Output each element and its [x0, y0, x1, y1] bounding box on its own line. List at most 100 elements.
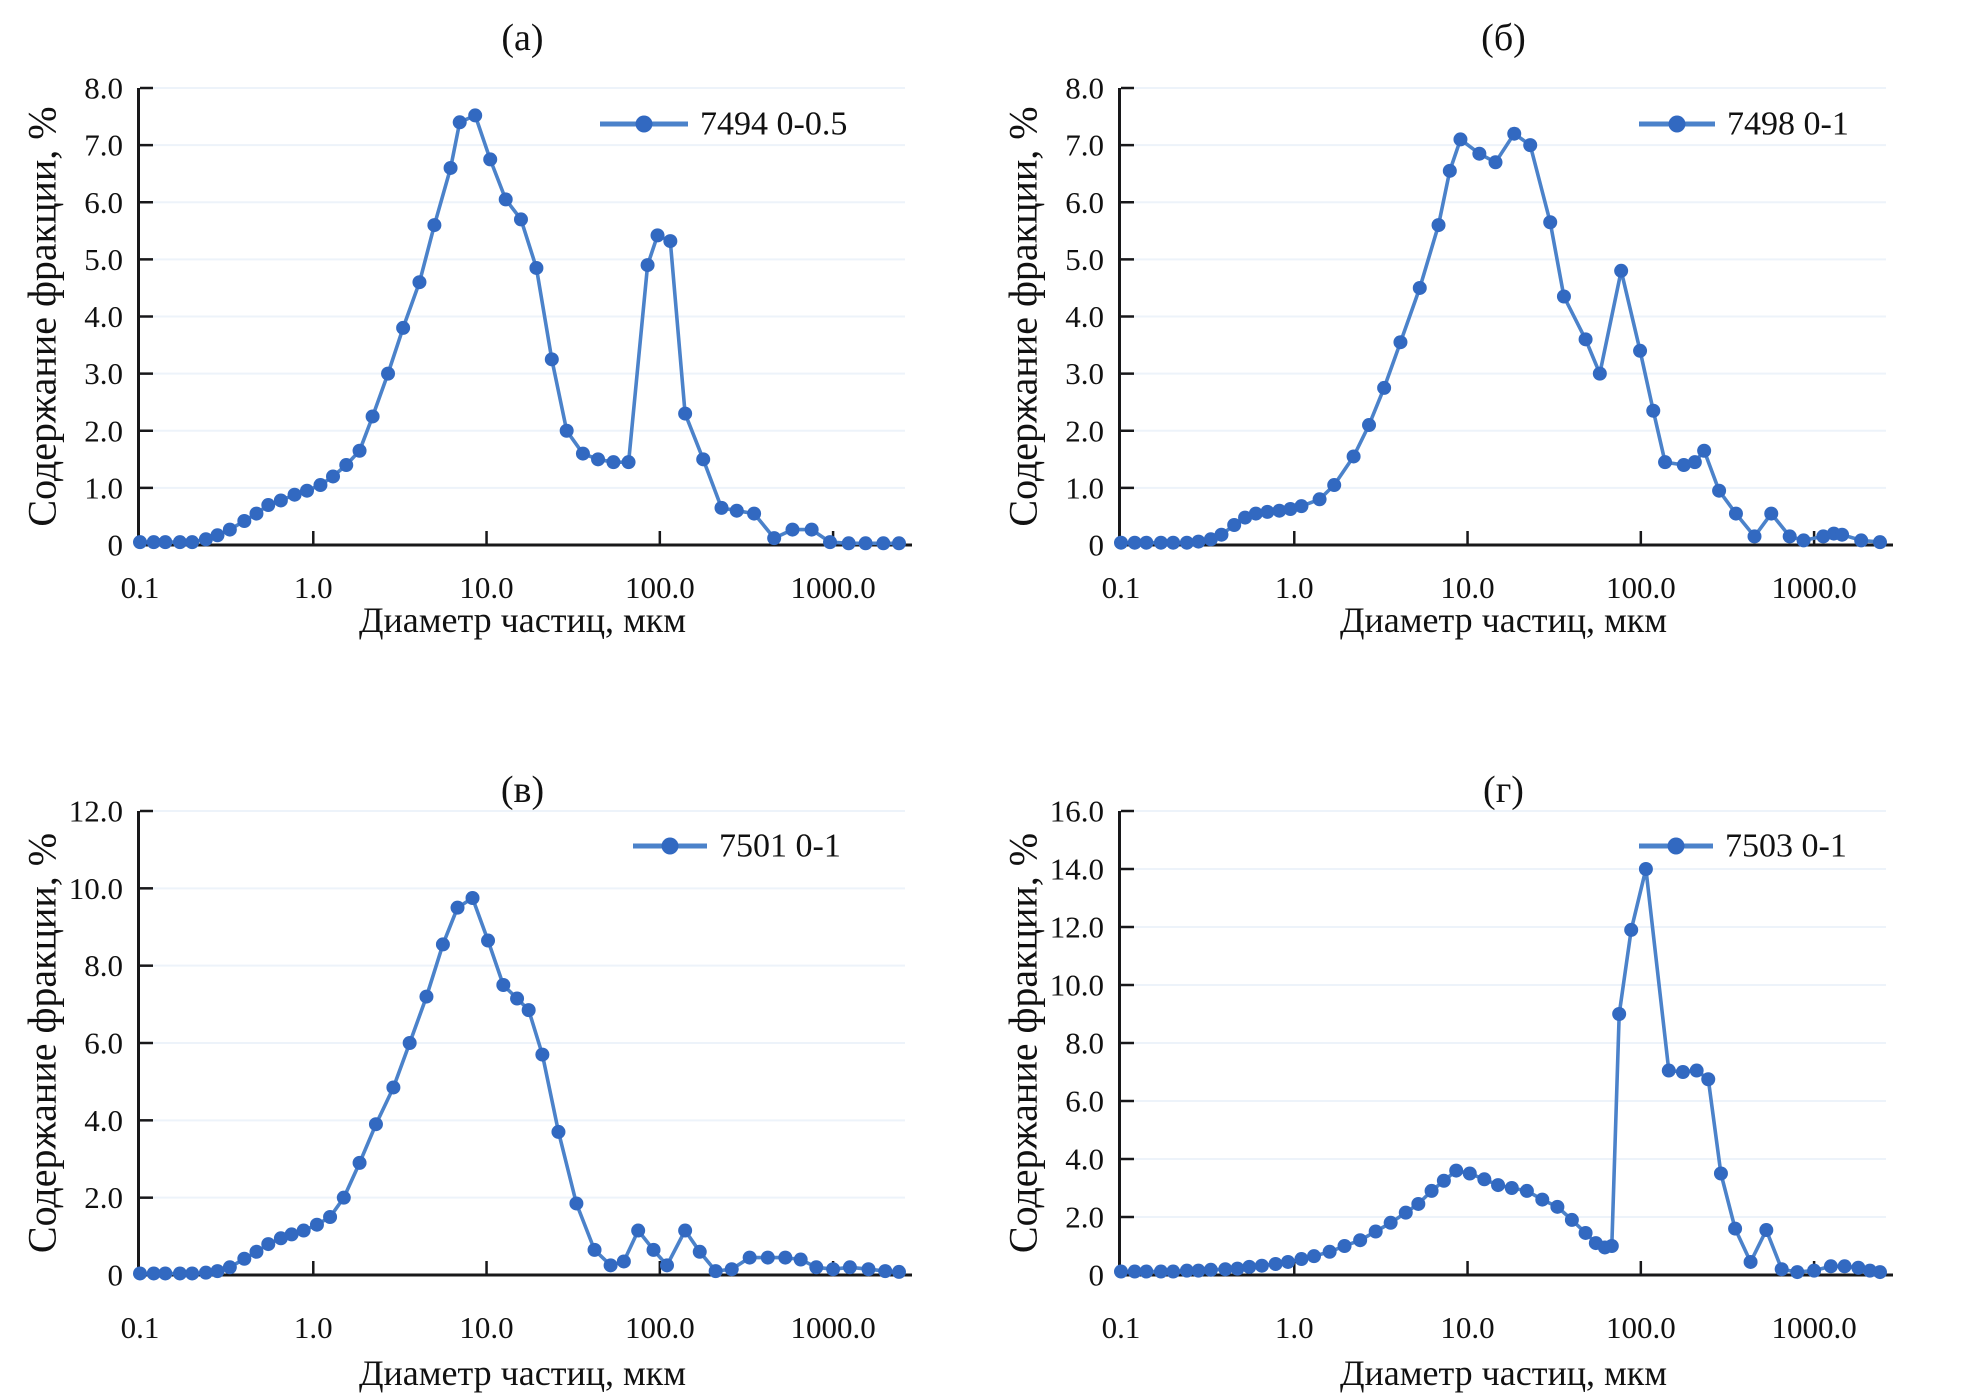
data-point [891, 536, 906, 551]
y-tick-label: 6.0 [84, 185, 123, 220]
data-point [1280, 1254, 1295, 1269]
data-point [465, 891, 480, 905]
data-point [1203, 532, 1218, 547]
data-point [284, 1227, 299, 1242]
y-tick-label: 4.0 [1065, 1142, 1104, 1177]
data-point [1260, 504, 1275, 519]
data-point [659, 1258, 674, 1273]
data-point [646, 1242, 661, 1257]
data-point [210, 528, 225, 543]
data-point [222, 522, 237, 537]
data-point [1764, 506, 1779, 521]
panel-v: 0 2.0 4.0 6.0 8.0 10.0 12.0 0.1 1.0 10.0 100.0 1000… [0, 738, 981, 1398]
data-point [1179, 535, 1194, 550]
y-tick-label: 5.0 [1065, 242, 1104, 277]
data-point [352, 1155, 367, 1170]
data-point [450, 900, 465, 915]
data-point [878, 1264, 893, 1279]
data-point [1728, 1221, 1743, 1236]
y-tick-label: 0 [1089, 528, 1105, 563]
x-tick-label: 10.0 [1440, 1310, 1494, 1345]
data-point [1453, 132, 1468, 147]
data-point [1322, 1244, 1337, 1259]
data-point [1254, 1258, 1269, 1273]
data-point [606, 455, 621, 470]
data-point [591, 452, 606, 467]
data-point [1268, 1256, 1283, 1271]
x-tick-label: 10.0 [459, 1310, 513, 1345]
data-point [427, 218, 442, 233]
legend-marker [635, 115, 653, 133]
chart-panel-b: 0 1.0 2.0 3.0 4.0 5.0 6.0 7.0 8.0 0.1 1.0 10.0 100.0… [1001, 17, 1893, 640]
data-point [1153, 535, 1168, 550]
data-point [249, 1244, 264, 1259]
data-point [575, 446, 590, 461]
data-point [1393, 335, 1408, 350]
data-point [185, 1266, 200, 1281]
chart-panel-a: 0 1.0 2.0 3.0 4.0 5.0 6.0 7.0 8.0 0.1 1.0 10.0 100.0… [20, 17, 912, 640]
data-point [1578, 1225, 1593, 1240]
y-tick-label: 10.0 [1050, 968, 1104, 1003]
x-tick-label: 1.0 [294, 570, 333, 605]
data-point [1179, 1263, 1194, 1278]
data-point [1823, 1259, 1838, 1274]
data-point [861, 1262, 876, 1277]
data-point [804, 522, 819, 537]
data-point [1139, 1264, 1154, 1279]
y-tick-label: 12.0 [1050, 910, 1104, 945]
data-point [1442, 163, 1457, 178]
data-point [326, 469, 341, 484]
legend-marker [1667, 837, 1685, 855]
legend-label: 7503 0-1 [1725, 828, 1847, 865]
x-tick-label: 1.0 [1275, 1310, 1314, 1345]
data-point [172, 1266, 187, 1281]
y-tick-label: 2.0 [84, 413, 123, 448]
data-point [1687, 455, 1702, 470]
data-point [419, 989, 434, 1004]
data-point [1368, 1224, 1383, 1239]
data-point [1614, 263, 1629, 278]
data-point [1477, 1172, 1492, 1187]
x-tick-label: 100.0 [1606, 1310, 1676, 1345]
data-point [249, 506, 264, 521]
data-point [287, 487, 302, 502]
data-point [496, 978, 511, 992]
data-point [365, 409, 380, 424]
data-point [368, 1117, 383, 1132]
data-point [1398, 1205, 1413, 1220]
panel-title: (г) [1483, 769, 1524, 811]
y-tick-label: 14.0 [1050, 852, 1104, 887]
data-point [1507, 126, 1522, 141]
data-point [692, 1244, 707, 1259]
data-point [1624, 922, 1639, 937]
data-point [185, 535, 200, 550]
data-point [1504, 1181, 1519, 1195]
data-point [1743, 1254, 1758, 1269]
data-point [1564, 1212, 1579, 1227]
data-point [1230, 1261, 1245, 1276]
data-point [1661, 1063, 1676, 1078]
y-tick-label: 8.0 [84, 948, 123, 983]
x-tick-label: 1.0 [1275, 570, 1314, 605]
data-point [603, 1258, 618, 1273]
data-point [381, 366, 396, 381]
data-point [1214, 527, 1229, 542]
x-tick-label: 100.0 [625, 570, 695, 605]
data-point [714, 500, 729, 515]
y-tick-label: 12.0 [69, 794, 123, 829]
data-point [708, 1264, 723, 1279]
x-tick-label: 0.1 [121, 1310, 160, 1345]
data-point [1816, 529, 1831, 544]
data-point [559, 423, 574, 438]
data-point [1782, 529, 1797, 544]
panel-a: 0 1.0 2.0 3.0 4.0 5.0 6.0 7.0 8.0 0.1 1.0 10.0 100.0… [0, 0, 981, 660]
data-point [1248, 506, 1263, 521]
x-tick-label: 10.0 [1440, 570, 1494, 605]
y-tick-label: 8.0 [84, 71, 123, 106]
data-point [237, 514, 252, 529]
x-tick-label: 0.1 [121, 570, 160, 605]
data-point [1283, 502, 1298, 517]
data-point [826, 1262, 841, 1277]
panel-title: (б) [1481, 17, 1526, 59]
